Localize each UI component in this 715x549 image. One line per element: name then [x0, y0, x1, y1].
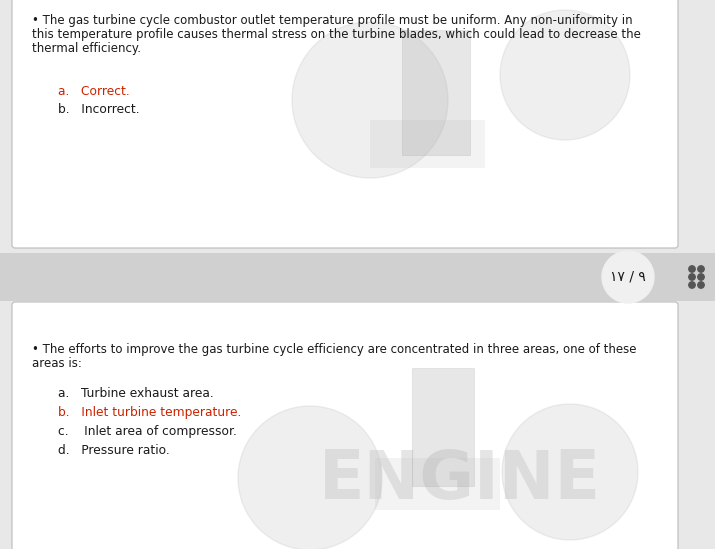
Text: areas is:: areas is:	[32, 357, 82, 370]
Circle shape	[500, 10, 630, 140]
Bar	[0, 253, 715, 301]
Text: thermal efficiency.: thermal efficiency.	[32, 42, 141, 55]
Text: • The gas turbine cycle combustor outlet temperature profile must be uniform. An: • The gas turbine cycle combustor outlet…	[32, 14, 633, 27]
FancyBboxPatch shape	[12, 0, 678, 248]
Bar	[370, 120, 485, 168]
Text: b.   Incorrect.: b. Incorrect.	[58, 103, 139, 116]
Bar	[375, 458, 500, 510]
FancyBboxPatch shape	[12, 302, 678, 549]
Circle shape	[689, 274, 695, 280]
Circle shape	[698, 266, 704, 272]
Circle shape	[698, 274, 704, 280]
Circle shape	[292, 22, 448, 178]
Circle shape	[689, 282, 695, 288]
Bar	[402, 30, 470, 155]
Circle shape	[602, 251, 654, 303]
Bar	[412, 368, 474, 486]
Circle shape	[698, 282, 704, 288]
Text: b.   Inlet turbine temperature.: b. Inlet turbine temperature.	[58, 406, 242, 419]
Text: a.   Turbine exhaust area.: a. Turbine exhaust area.	[58, 387, 214, 400]
Circle shape	[502, 404, 638, 540]
Circle shape	[238, 406, 382, 549]
Text: d.   Pressure ratio.: d. Pressure ratio.	[58, 444, 169, 457]
Text: • The efforts to improve the gas turbine cycle efficiency are concentrated in th: • The efforts to improve the gas turbine…	[32, 343, 636, 356]
Text: c.    Inlet area of compressor.: c. Inlet area of compressor.	[58, 425, 237, 438]
Circle shape	[689, 266, 695, 272]
Text: a.   Correct.: a. Correct.	[58, 85, 129, 98]
Text: this temperature profile causes thermal stress on the turbine blades, which coul: this temperature profile causes thermal …	[32, 28, 641, 41]
Text: ENGINE: ENGINE	[319, 447, 601, 513]
Text: ١٧ / ٩: ١٧ / ٩	[610, 270, 646, 284]
